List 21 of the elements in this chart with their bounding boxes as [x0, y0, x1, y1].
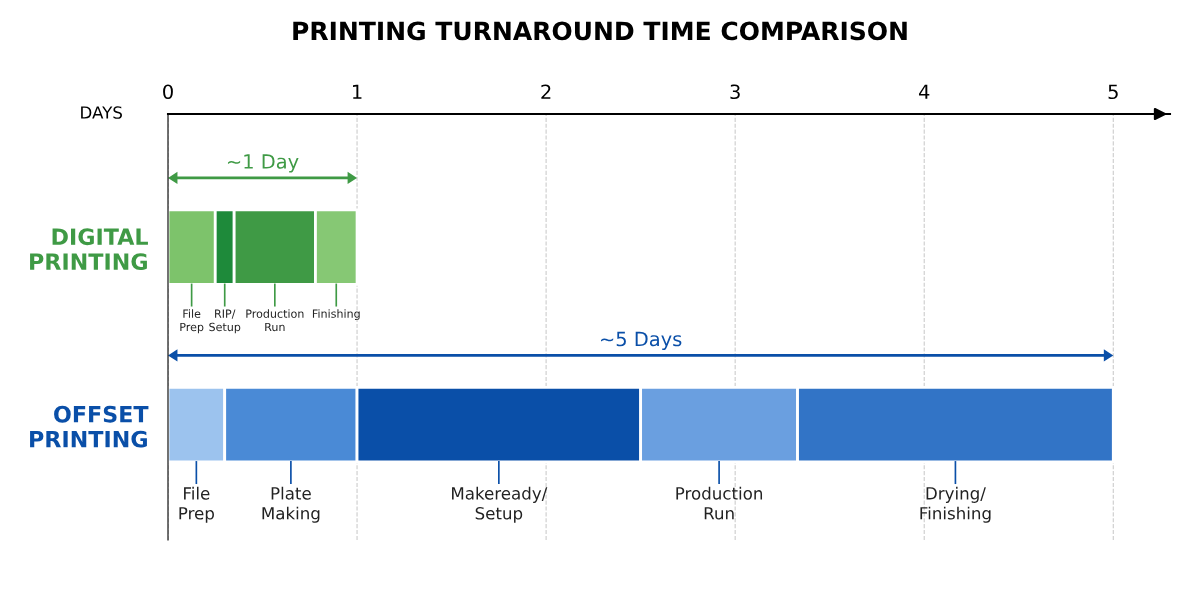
x-tick-label: 4 — [918, 84, 930, 99]
x-tick-label: 2 — [541, 84, 551, 99]
data-label: File Prep — [180, 309, 204, 334]
x-tick-label: 5 — [1108, 84, 1118, 100]
data-label: File Prep — [179, 486, 214, 523]
annotation: ~1 Day — [227, 154, 299, 173]
data-label: Drying/ Finishing — [920, 486, 991, 523]
data-label: Production Run — [676, 486, 763, 520]
annotation: ~5 Days — [601, 331, 682, 351]
x-tick-label: 0 — [163, 84, 173, 100]
data-label: Makeready/ Setup — [452, 486, 548, 523]
chart-title: PRINTING TURNAROUND TIME COMPARISON — [293, 21, 907, 41]
x-tick-label: 3 — [730, 84, 740, 100]
x-axis-title: DAYS — [81, 106, 122, 119]
y-tick-label: OFFSET PRINTING — [30, 405, 149, 448]
x-tick-label: 1 — [353, 84, 362, 99]
data-label: Plate Making — [262, 486, 320, 523]
data-label: RIP/ Setup — [209, 309, 241, 334]
data-label: Production Run — [246, 309, 304, 332]
data-label: Finishing — [312, 309, 360, 320]
y-tick-label: DIGITAL PRINTING — [30, 228, 148, 271]
